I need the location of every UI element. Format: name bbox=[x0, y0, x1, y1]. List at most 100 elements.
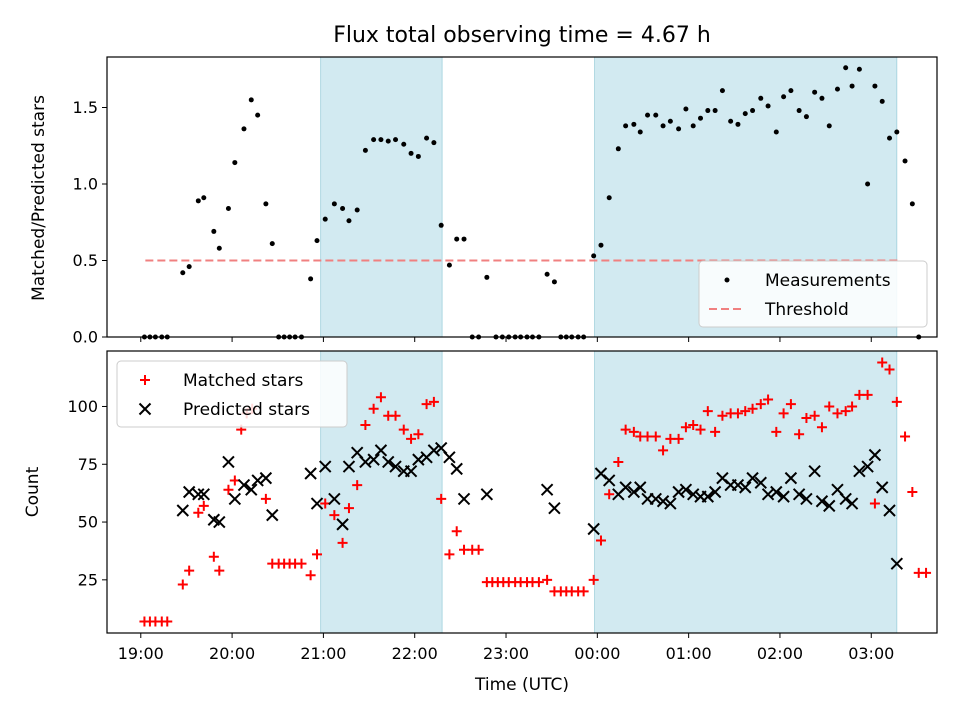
data-point bbox=[656, 495, 670, 508]
data-point bbox=[604, 489, 615, 500]
data-point bbox=[856, 66, 862, 72]
data-point bbox=[690, 123, 696, 129]
data-point bbox=[834, 86, 840, 92]
data-point bbox=[259, 471, 273, 485]
data-point bbox=[623, 123, 629, 129]
data-point bbox=[352, 480, 363, 491]
data-point bbox=[794, 429, 805, 440]
data-point bbox=[900, 431, 911, 442]
y-tick-label: 25 bbox=[78, 570, 98, 589]
data-point bbox=[412, 453, 425, 466]
data-point bbox=[180, 270, 186, 276]
data-point bbox=[839, 492, 852, 506]
data-point bbox=[664, 497, 677, 510]
data-point bbox=[375, 392, 386, 403]
data-point bbox=[308, 276, 314, 282]
data-point bbox=[451, 526, 462, 537]
data-point bbox=[688, 419, 699, 430]
data-point bbox=[406, 433, 417, 444]
panel-counts: 25 50 75 100 19:00 20:00 21:00 22:00 23:00 00:00 0… bbox=[67, 350, 938, 663]
data-point bbox=[894, 129, 900, 135]
legend: Measurements Threshold bbox=[698, 260, 928, 328]
series-matched-stars bbox=[139, 357, 932, 627]
data-point bbox=[728, 118, 734, 124]
x-tick-label: 23:00 bbox=[483, 644, 529, 663]
data-point bbox=[755, 399, 766, 410]
data-point bbox=[413, 429, 424, 440]
data-point bbox=[390, 410, 401, 421]
data-point bbox=[213, 515, 226, 529]
data-point bbox=[421, 399, 432, 410]
data-point bbox=[162, 616, 173, 627]
data-point bbox=[362, 147, 368, 153]
data-point bbox=[869, 498, 880, 509]
data-point bbox=[816, 422, 827, 433]
data-point bbox=[613, 456, 624, 467]
data-point bbox=[248, 97, 254, 103]
data-point bbox=[891, 396, 902, 407]
data-point bbox=[606, 195, 612, 201]
data-point bbox=[658, 445, 669, 456]
data-point bbox=[847, 401, 858, 412]
data-point bbox=[424, 135, 430, 141]
data-point bbox=[401, 141, 407, 147]
data-point bbox=[819, 95, 825, 101]
shaded-span bbox=[320, 56, 443, 338]
data-point bbox=[788, 88, 794, 94]
data-point bbox=[454, 236, 460, 242]
data-point bbox=[808, 464, 821, 478]
data-point bbox=[444, 549, 455, 560]
legend-box bbox=[116, 360, 348, 428]
data-point bbox=[676, 126, 682, 132]
data-point bbox=[801, 413, 812, 424]
x-tick-label: 00:00 bbox=[574, 644, 620, 663]
data-point bbox=[260, 493, 271, 504]
data-point bbox=[645, 112, 651, 118]
y-tick-label: 50 bbox=[78, 513, 98, 532]
data-point bbox=[800, 492, 813, 506]
legend-label: Threshold bbox=[764, 300, 849, 320]
shaded-span bbox=[594, 350, 898, 634]
legend-swatch bbox=[138, 402, 152, 416]
data-point bbox=[184, 565, 195, 576]
data-point bbox=[750, 108, 756, 114]
data-point bbox=[598, 242, 604, 248]
data-point bbox=[784, 471, 798, 485]
data-point bbox=[865, 181, 871, 187]
data-point bbox=[680, 422, 691, 433]
data-point bbox=[840, 406, 851, 417]
data-point bbox=[781, 94, 787, 100]
plot-frame bbox=[106, 350, 938, 634]
data-point bbox=[176, 504, 189, 517]
data-point bbox=[826, 123, 832, 129]
y-axis-label-ratio: Matched/Predicted stars bbox=[29, 95, 49, 301]
data-point bbox=[812, 89, 818, 95]
legend: Matched stars Predicted stars bbox=[116, 360, 348, 428]
chart-title: Flux total observing time = 4.67 h bbox=[333, 23, 711, 48]
data-point bbox=[533, 577, 544, 588]
data-point bbox=[216, 245, 222, 251]
data-point bbox=[374, 444, 388, 457]
data-point bbox=[389, 460, 402, 473]
data-point bbox=[708, 485, 722, 499]
data-point bbox=[263, 201, 269, 207]
y-tick-label: 0.0 bbox=[73, 328, 98, 347]
data-point bbox=[443, 451, 456, 464]
data-point bbox=[480, 488, 494, 501]
data-point bbox=[620, 424, 631, 435]
data-point bbox=[792, 488, 806, 501]
data-point bbox=[679, 483, 693, 496]
data-point bbox=[457, 492, 471, 506]
data-point bbox=[747, 403, 758, 414]
data-point bbox=[765, 103, 771, 109]
data-point bbox=[305, 570, 316, 581]
data-point bbox=[542, 574, 553, 585]
data-point bbox=[211, 228, 217, 234]
data-point bbox=[660, 123, 666, 129]
data-point bbox=[667, 118, 673, 124]
y-tick-label: 1.5 bbox=[73, 98, 98, 117]
data-point bbox=[195, 198, 201, 204]
data-point bbox=[382, 455, 395, 469]
legend-label: Predicted stars bbox=[183, 400, 310, 420]
data-point bbox=[223, 484, 234, 495]
